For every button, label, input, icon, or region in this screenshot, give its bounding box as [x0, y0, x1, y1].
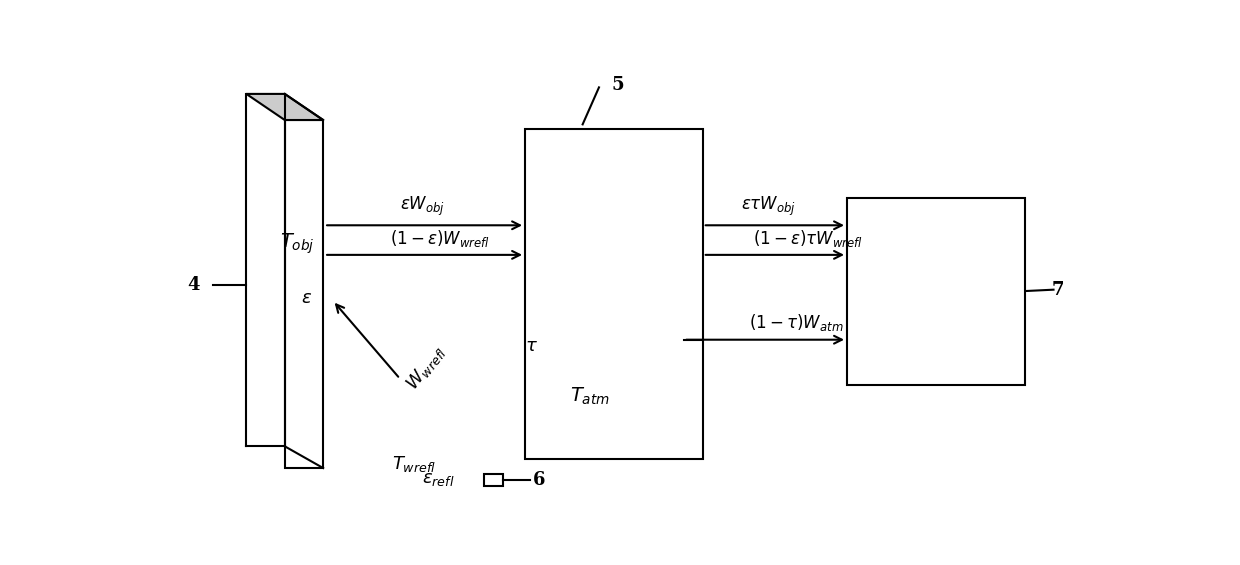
Text: $\varepsilon_{refl}$: $\varepsilon_{refl}$ — [422, 470, 455, 488]
Text: 7: 7 — [1052, 281, 1065, 299]
Text: $\tau$: $\tau$ — [526, 337, 538, 355]
Text: 6: 6 — [533, 471, 546, 489]
Bar — [525, 129, 703, 459]
Text: $\varepsilon$: $\varepsilon$ — [301, 289, 312, 307]
Text: $T_{obj}$: $T_{obj}$ — [280, 232, 315, 257]
Text: $(1-\varepsilon)W_{wrefl}$: $(1-\varepsilon)W_{wrefl}$ — [391, 228, 491, 249]
Text: $(1-\tau)W_{atm}$: $(1-\tau)W_{atm}$ — [749, 312, 843, 333]
Text: $\varepsilon W_{obj}$: $\varepsilon W_{obj}$ — [401, 195, 445, 218]
Text: 5: 5 — [611, 76, 625, 94]
Polygon shape — [247, 94, 324, 120]
Text: $(1-\varepsilon)\tau W_{wrefl}$: $(1-\varepsilon)\tau W_{wrefl}$ — [753, 228, 863, 249]
Text: $T_{wrefl}$: $T_{wrefl}$ — [392, 454, 436, 473]
Text: $\varepsilon\tau W_{obj}$: $\varepsilon\tau W_{obj}$ — [742, 195, 796, 218]
Polygon shape — [285, 120, 324, 468]
Text: $W_{wrefl}$: $W_{wrefl}$ — [403, 342, 450, 394]
Text: $T_{atm}$: $T_{atm}$ — [570, 386, 610, 407]
Bar — [484, 474, 503, 486]
Text: 4: 4 — [187, 276, 200, 294]
Bar — [847, 198, 1024, 385]
